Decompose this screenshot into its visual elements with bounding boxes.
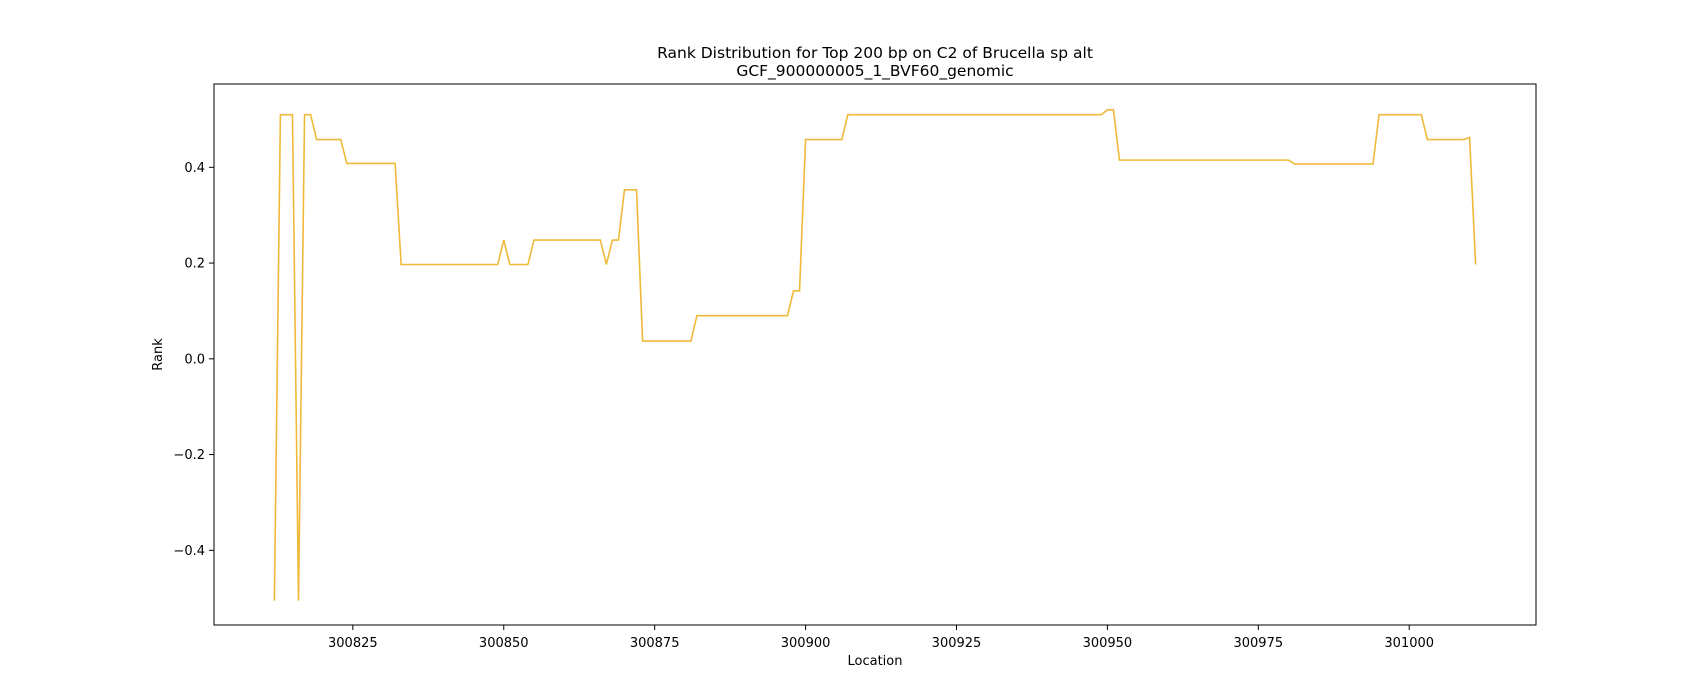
x-tick-label: 300825	[328, 636, 378, 651]
y-axis-title: Rank	[151, 338, 166, 371]
x-tick-label: 300875	[630, 636, 680, 651]
x-axis: 300825 300850 300875 300900 300925 300950 3009…	[328, 625, 1434, 651]
x-axis-title: Location	[848, 654, 903, 669]
chart-title-line-1: Rank Distribution for Top 200 bp on C2 o…	[657, 44, 1093, 62]
y-tick-label: −0.2	[173, 448, 205, 463]
y-axis: −0.4 −0.2 0.0 0.2 0.4	[173, 161, 214, 559]
x-tick-label: 300950	[1083, 636, 1133, 651]
plot-area	[273, 109, 1477, 601]
plot-frame	[213, 83, 1537, 626]
x-tick-label: 300975	[1233, 636, 1283, 651]
x-tick-label: 300900	[781, 636, 831, 651]
y-tick-label: −0.4	[173, 544, 205, 559]
y-tick-label: 0.0	[184, 352, 205, 367]
x-tick-label: 300925	[932, 636, 982, 651]
series-line-0	[273, 109, 1477, 601]
x-tick-label: 300850	[479, 636, 529, 651]
x-tick-label: 301000	[1384, 636, 1434, 651]
y-tick-label: 0.4	[184, 161, 205, 176]
y-tick-label: 0.2	[184, 257, 205, 272]
chart-title-line-2: GCF_900000005_1_BVF60_genomic	[736, 62, 1013, 81]
